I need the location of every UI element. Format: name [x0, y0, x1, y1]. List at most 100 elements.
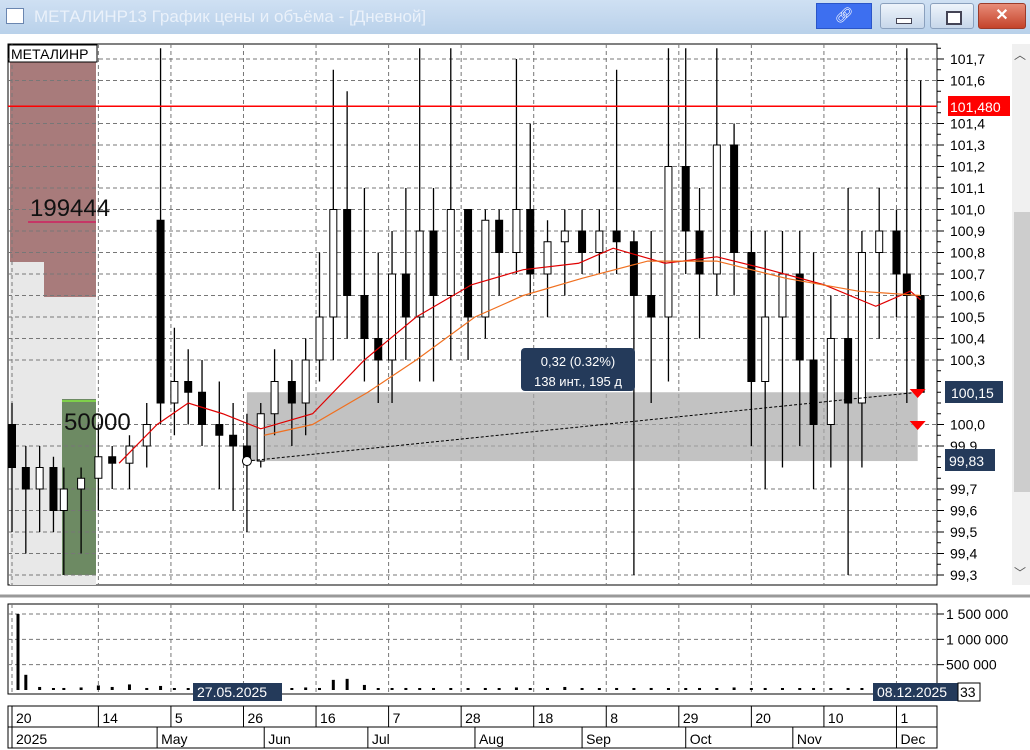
candle-body — [578, 230, 587, 253]
volume-bar — [580, 688, 584, 690]
price-tick-label: 100,6 — [950, 288, 985, 304]
candle-body — [730, 144, 739, 253]
range-low-label: 99,83 — [949, 453, 984, 469]
price-tick-label: 100,9 — [950, 223, 985, 239]
candle-body — [415, 230, 424, 318]
candle-body — [681, 166, 690, 232]
candle-body — [156, 219, 165, 404]
close-button[interactable]: ✕ — [978, 3, 1026, 29]
volume-bar — [304, 687, 308, 690]
candle-body — [401, 273, 410, 318]
candle-body — [301, 359, 310, 404]
instrument-label-box — [8, 44, 98, 63]
range-low-badge — [945, 449, 995, 471]
volume-bar — [780, 688, 784, 690]
volume-bar — [466, 688, 470, 690]
volume-bar — [666, 688, 670, 690]
candle-body — [256, 413, 265, 462]
scroll-down-icon[interactable]: ﹀ — [1014, 566, 1027, 580]
candle-body — [629, 241, 638, 296]
day-label: 20 — [755, 710, 771, 726]
candle-body — [664, 166, 673, 318]
candle-body — [612, 230, 621, 243]
volume-bar — [145, 687, 149, 690]
volume-bar — [684, 688, 688, 690]
volume-value: 33 — [960, 684, 976, 700]
scroll-thumb[interactable] — [1014, 212, 1030, 492]
volume-bar — [404, 687, 408, 690]
candle-body — [526, 209, 535, 275]
volume-bar — [649, 687, 653, 690]
volume-bar — [51, 688, 55, 690]
day-label: 10 — [828, 710, 844, 726]
candle-body — [35, 467, 44, 490]
price-tick-label: 99,3 — [950, 567, 977, 583]
volume-bar — [798, 688, 802, 690]
month-label: Jun — [268, 731, 291, 747]
volume-bar — [79, 687, 83, 690]
candle-body — [647, 295, 656, 318]
orderbook-ask-area — [10, 62, 96, 297]
window-title: МЕТАЛИНР13 График цены и объёма - [Дневн… — [34, 7, 427, 26]
minimize-button[interactable] — [880, 3, 925, 29]
ask-volume-label: 199444 — [30, 195, 110, 222]
volume-bar — [715, 688, 719, 690]
candle-body — [464, 209, 473, 318]
volume-bar — [698, 687, 702, 690]
candle-body — [695, 230, 704, 275]
volume-bar — [376, 688, 380, 690]
volume-bar — [749, 688, 753, 690]
price-tick-label: 101,1 — [950, 180, 985, 196]
candle-body — [388, 273, 397, 361]
candle-body — [844, 338, 853, 404]
candle-body — [21, 467, 30, 490]
volume-bar — [172, 688, 176, 690]
price-tick-label: 100,0 — [950, 417, 985, 433]
candle-body — [77, 477, 86, 490]
candle-body — [595, 230, 604, 253]
moving-average-line — [264, 260, 921, 436]
month-label: Sep — [586, 731, 611, 747]
volume-bar — [390, 688, 394, 690]
price-tick-label: 101,0 — [950, 202, 985, 218]
volume-bar — [812, 687, 816, 690]
price-tick-label: 99,7 — [950, 481, 977, 497]
vertical-scrollbar[interactable]: ︿ ﹀ — [1012, 44, 1030, 585]
candle-body — [795, 273, 804, 361]
volume-bar — [497, 688, 501, 690]
day-label: 28 — [465, 710, 481, 726]
volume-bar — [615, 687, 619, 690]
maximize-button[interactable] — [930, 3, 974, 29]
volume-bar — [16, 614, 20, 690]
candle-body — [857, 252, 866, 404]
candle-body — [446, 209, 455, 296]
price-tick-label: 99,5 — [950, 524, 977, 540]
candle-body — [512, 209, 521, 253]
last-price-label: 101,480 — [950, 99, 1001, 115]
candle-body — [778, 273, 787, 318]
day-label: 18 — [538, 710, 554, 726]
link-button[interactable]: 🔗︎ — [816, 3, 872, 29]
scroll-up-icon[interactable]: ︿ — [1014, 48, 1027, 62]
cursor-date-start: 27.05.2025 — [197, 684, 267, 700]
candle-body — [343, 209, 352, 296]
price-tick-label: 99,4 — [950, 546, 977, 562]
candle-body — [481, 219, 490, 318]
month-label: Oct — [690, 731, 712, 747]
candle-body — [360, 295, 369, 339]
instrument-label: МЕТАЛИНР — [11, 46, 88, 62]
volume-bar — [331, 679, 335, 690]
volume-bar — [317, 687, 321, 690]
volume-bar — [96, 685, 100, 690]
volume-bar — [846, 687, 850, 690]
volume-bar — [546, 687, 550, 690]
candle-body — [761, 316, 770, 382]
price-tick-label: 100,3 — [950, 352, 985, 368]
candle-body — [495, 219, 504, 253]
cursor-date-badge — [193, 683, 282, 701]
candle-body — [184, 381, 193, 393]
volume-bar — [563, 686, 567, 690]
candle-body — [809, 359, 818, 425]
day-label: 26 — [247, 710, 263, 726]
